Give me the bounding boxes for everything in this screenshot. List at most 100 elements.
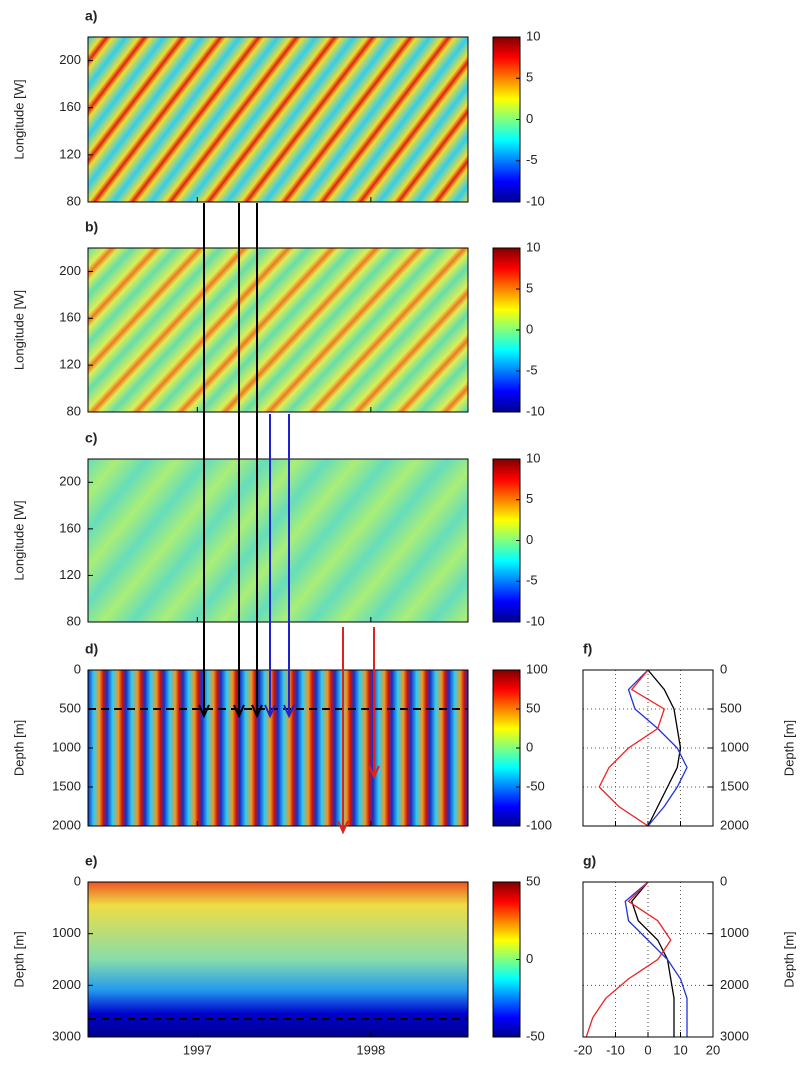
panel-label: a) [85,8,97,24]
y-tick-label: 80 [67,193,81,208]
arrow [251,203,263,719]
arrow [283,414,295,719]
y-tick-label: 120 [59,357,81,372]
y-tick-label: 2000 [52,977,81,992]
colorbar-tick-label: 5 [526,70,533,85]
y-tick-label: 160 [59,310,81,325]
colorbar [492,36,521,203]
colorbar-tick-label: -5 [526,573,538,588]
colorbar-tick-label: 10 [526,450,540,465]
y-tick-label: 1500 [720,778,749,793]
y-tick-label: 500 [59,700,81,715]
x-tick-label: -20 [574,1042,593,1057]
y-tick-label: 0 [74,873,81,888]
plot-frame [582,881,714,1038]
y-axis-label: Depth [m] [11,720,26,776]
colorbar-tick-label: 5 [526,491,533,506]
y-tick-label: 3000 [52,1028,81,1043]
x-tick-label: 1998 [356,1042,385,1057]
y-tick-label: 2000 [720,977,749,992]
heatmap-field [88,670,468,826]
profile-line [585,881,672,1038]
y-tick-label: 200 [59,263,81,278]
y-tick-label: 3000 [720,1028,749,1043]
x-tick-label: 10 [673,1042,687,1057]
colorbar-tick-label: -10 [526,193,545,208]
colorbar-tick-label: -100 [526,817,552,832]
y-axis-label: Depth [m] [781,720,796,776]
y-tick-label: 0 [74,661,81,676]
y-tick-label: 0 [720,661,727,676]
colorbar-tick-label: -10 [526,403,545,418]
plot-frame [87,881,469,1038]
colorbar-tick-label: -10 [526,613,545,628]
y-axis-label: Longitude [W] [11,79,26,159]
colorbar [492,458,521,623]
arrow [233,203,245,719]
y-tick-label: 1000 [720,925,749,940]
y-tick-label: 500 [720,700,742,715]
colorbar-tick-label: 0 [526,111,533,126]
colorbar-tick-label: 5 [526,280,533,295]
heatmap-field [88,882,468,1037]
y-axis-label: Depth [m] [781,931,796,987]
profile-line [627,669,688,827]
colorbar-tick-label: 10 [526,28,540,43]
arrow [264,414,276,719]
profile-line [624,881,688,1037]
panel-label: b) [85,219,98,235]
colorbar-tick-label: 100 [526,661,548,676]
arrow [368,627,380,780]
panel-label: d) [85,641,98,657]
panel-label: e) [85,853,97,869]
y-axis-label: Longitude [W] [11,290,26,370]
annotations [88,203,468,1020]
y-tick-label: 160 [59,520,81,535]
y-tick-label: 1000 [720,739,749,754]
x-tick-label: 20 [706,1042,720,1057]
y-tick-label: 200 [59,474,81,489]
heatmap-field [88,459,468,622]
arrow [198,203,210,719]
colorbar [492,881,521,1038]
colorbar-tick-label: 0 [526,532,533,547]
profile-line [647,669,682,827]
panel-label: f) [583,641,592,657]
y-tick-label: 160 [59,99,81,114]
x-tick-label: 0 [644,1042,651,1057]
x-tick-label: 1997 [183,1042,212,1057]
panel-label: g) [583,853,596,869]
x-tick-label: -10 [606,1042,625,1057]
y-tick-label: 2000 [52,817,81,832]
colorbar-tick-label: 50 [526,700,540,715]
colorbar-tick-label: 10 [526,239,540,254]
plot-frame [87,247,469,413]
y-tick-label: 2000 [720,817,749,832]
y-tick-label: 120 [59,567,81,582]
plot-frame [87,458,469,623]
y-tick-label: 1500 [52,778,81,793]
y-axis-label: Depth [m] [11,931,26,987]
colorbar-tick-label: -5 [526,362,538,377]
colorbar-tick-label: 0 [526,739,533,754]
y-axis-label: Longitude [W] [11,500,26,580]
colorbar-tick-label: -50 [526,1028,545,1043]
arrow [337,627,349,835]
colorbar-tick-label: -5 [526,152,538,167]
y-tick-label: 1000 [52,925,81,940]
heatmap-field [88,37,468,202]
colorbar [492,247,521,413]
plot-frame [87,36,469,203]
colorbar-tick-label: 0 [526,321,533,336]
colorbar-tick-label: 50 [526,873,540,888]
heatmap-field [88,248,468,412]
colorbar-tick-label: -50 [526,778,545,793]
colorbar-tick-label: 0 [526,951,533,966]
y-tick-label: 0 [720,873,727,888]
y-tick-label: 200 [59,52,81,67]
y-tick-label: 80 [67,403,81,418]
profile-line [598,669,666,827]
y-tick-label: 120 [59,146,81,161]
